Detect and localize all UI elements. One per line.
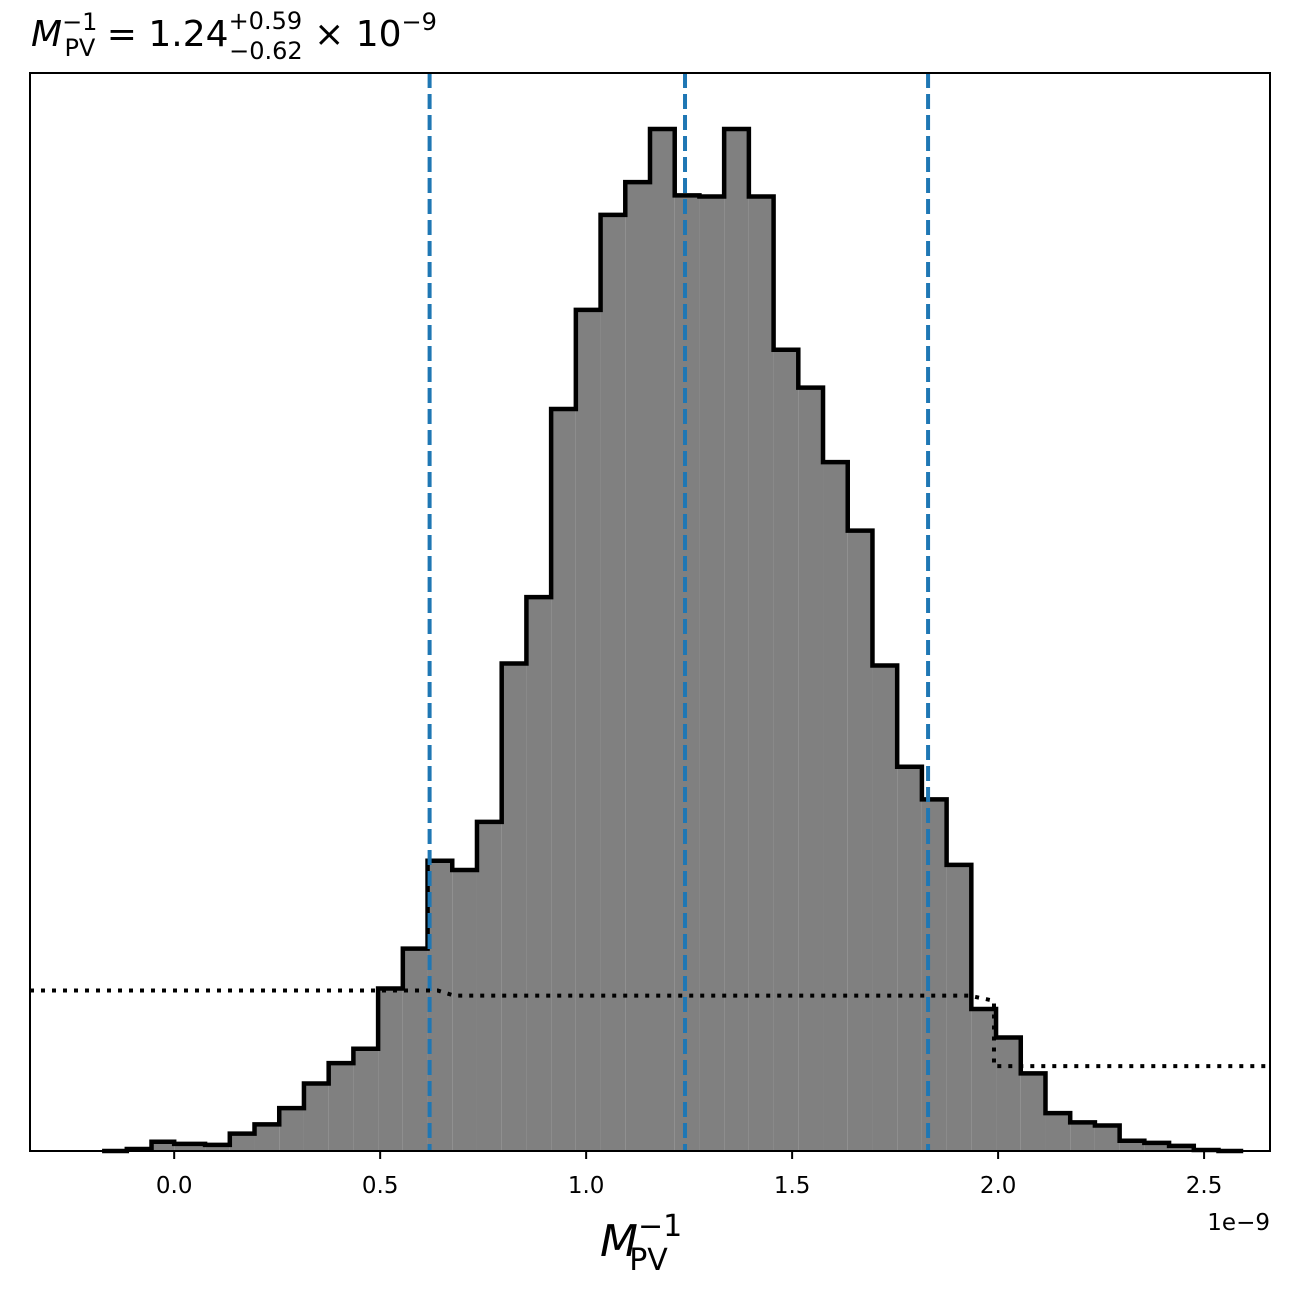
histogram-bar [452,869,477,1151]
xlabel-subscript: PV [629,1243,668,1278]
histogram-bar [1144,1142,1170,1151]
axes-frame [29,72,1271,1152]
title-superscript: −1 [62,8,97,36]
chart-title: M−1 PV = 1.24+0.59 −0.62 × 10−9 [31,7,437,65]
xlabel-symbol: M [600,1216,638,1267]
histogram-bar [1094,1125,1120,1151]
histogram-bar [328,1063,354,1151]
histogram-bar [1020,1073,1046,1151]
histogram-bar [650,129,675,1151]
histogram-bar [1119,1140,1145,1151]
histogram-outline [102,126,1244,1154]
histogram-bar [600,214,626,1151]
xlabel-superscript: −1 [638,1209,682,1244]
histogram-bar [254,1124,280,1151]
histogram-bar [996,1037,1021,1151]
x-tick-label: 0.5 [362,1173,399,1199]
x-tick-label: 1.0 [568,1173,605,1199]
x-offset-label: 1e−9 [1207,1210,1270,1236]
prior-curve-line [30,988,1270,1069]
histogram-bar [897,766,922,1151]
histogram-bar [946,864,972,1151]
histogram-bar [427,860,453,1151]
histogram-bar [798,387,824,1151]
x-axis-label: M−1 PV [600,1209,682,1278]
histogram-bar [402,948,428,1151]
histogram-bar [378,988,403,1151]
title-upper: +0.59 [229,7,303,35]
title-equals: = [95,14,148,55]
plot-area [102,126,1244,1154]
histogram-bar [229,1133,255,1151]
title-symbol: M [31,14,62,55]
x-tick-label: 2.0 [980,1173,1017,1199]
histogram-bar [674,195,700,1151]
prior-curve [30,988,1270,1069]
histogram-bar [1169,1145,1194,1151]
histogram-bar [476,821,502,1151]
histogram-bar [575,309,601,1151]
title-lower: −0.62 [229,37,303,65]
x-tick-label: 2.5 [1186,1173,1223,1199]
histogram-bar [847,530,873,1151]
title-scale: × 10 [303,14,402,55]
histogram-bar [526,597,552,1151]
histogram-bar [1070,1122,1095,1151]
histogram-bar [279,1108,304,1151]
histogram-bar [1045,1113,1071,1151]
histogram-bar [625,182,650,1152]
histogram-bar [724,129,749,1151]
histogram-bar [551,409,576,1151]
x-tick-label: 0.0 [156,1173,193,1199]
histogram-bar [748,196,774,1151]
x-tick-label: 1.5 [774,1173,811,1199]
histogram-bar [353,1048,379,1151]
histogram-bar [174,1143,206,1151]
title-median: 1.24 [148,14,228,55]
x-axis-ticks: 0.0 0.5 1.0 1.5 2.0 2.5 [156,1151,1222,1199]
histogram-bar [151,1141,175,1151]
histogram-bar [205,1144,230,1151]
histogram-bar [921,799,947,1151]
quantile-lines [427,73,931,1151]
histogram-bar [872,665,898,1151]
histogram-bar [501,663,527,1151]
histogram-bar [823,462,848,1151]
histogram-bar [773,349,799,1151]
title-scale-exponent: −9 [402,8,437,36]
histogram-bar [303,1083,329,1151]
histogram-bar [699,196,725,1151]
histogram-bar [971,1008,997,1151]
title-subscript: PV [64,34,95,62]
